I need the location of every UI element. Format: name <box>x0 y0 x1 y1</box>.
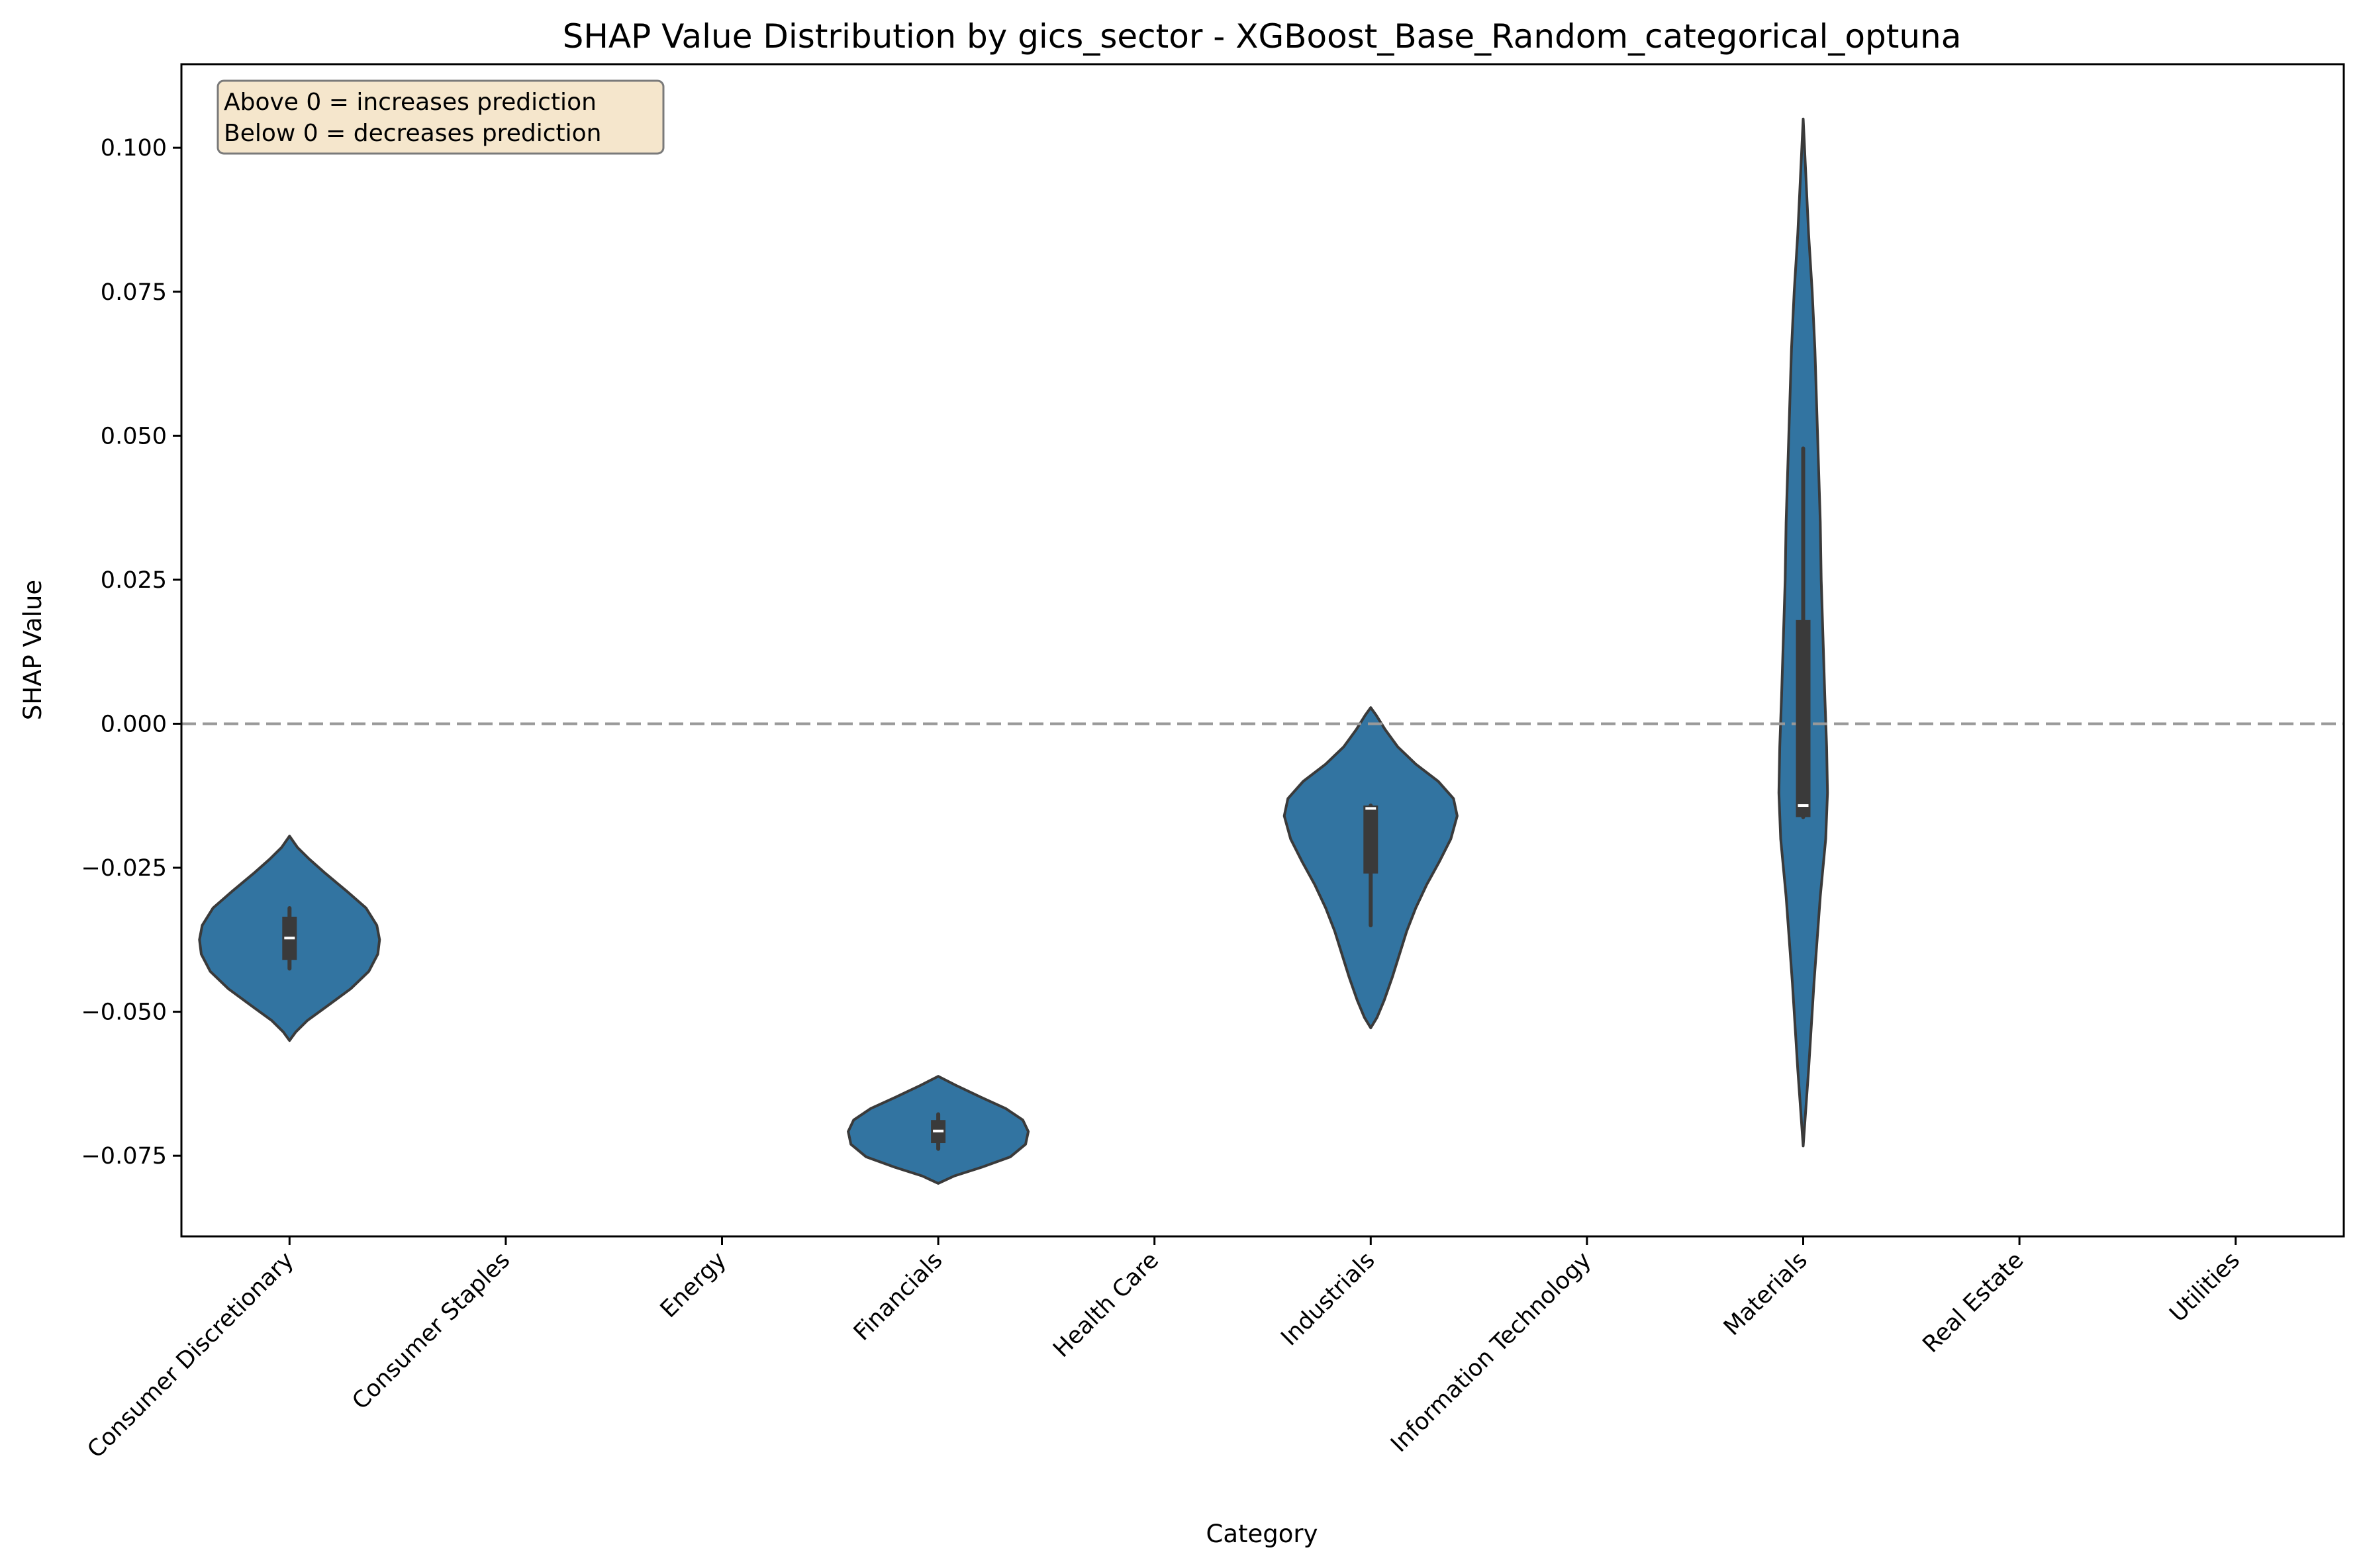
annotation-box: Above 0 = increases prediction Below 0 =… <box>217 79 665 155</box>
x-tick-label-materials: Materials <box>1719 1247 1813 1341</box>
y-tick-label: −0.075 <box>81 1143 167 1170</box>
annotation-background <box>217 79 665 155</box>
x-tick-label-energy: Energy <box>655 1247 732 1323</box>
annotation-line-below: Below 0 = decreases prediction <box>224 120 601 147</box>
y-tick-label: 0.100 <box>101 135 167 161</box>
y-tick-label: 0.075 <box>101 279 167 306</box>
plot-area <box>181 64 2344 1236</box>
x-axis-label: Category <box>1206 1520 1318 1548</box>
plot-frame <box>180 63 2345 1238</box>
x-tick-label-information-technology: Information Technology <box>1386 1247 1596 1457</box>
iqr-box-materials <box>1796 620 1811 817</box>
y-tick-label: 0.050 <box>101 423 167 449</box>
chart-title: SHAP Value Distribution by gics_sector -… <box>563 17 1962 56</box>
x-axis: Consumer Discretionary Consumer Staples En… <box>83 1236 2245 1463</box>
annotation-line-above: Above 0 = increases prediction <box>224 89 597 116</box>
x-tick-label-consumer-discretionary: Consumer Discretionary <box>83 1247 299 1463</box>
x-tick-label-financials: Financials <box>849 1247 948 1346</box>
y-tick-label: 0.000 <box>101 711 167 737</box>
box-overlays <box>282 446 1811 1151</box>
y-tick-label: 0.025 <box>101 567 167 594</box>
y-axis: −0.075 −0.050 −0.025 0.000 0.025 0.050 0.075 0.… <box>81 135 181 1170</box>
x-tick-label-real-estate: Real Estate <box>1918 1247 2029 1358</box>
x-tick-label-health-care: Health Care <box>1048 1247 1164 1363</box>
x-tick-label-industrials: Industrials <box>1276 1247 1380 1351</box>
iqr-box-industrials <box>1363 806 1378 874</box>
y-axis-label: SHAP Value <box>19 580 47 720</box>
y-tick-label: −0.050 <box>81 999 167 1026</box>
x-tick-label-utilities: Utilities <box>2165 1247 2245 1327</box>
x-tick-label-consumer-staples: Consumer Staples <box>348 1247 516 1415</box>
y-tick-label: −0.025 <box>81 855 167 882</box>
